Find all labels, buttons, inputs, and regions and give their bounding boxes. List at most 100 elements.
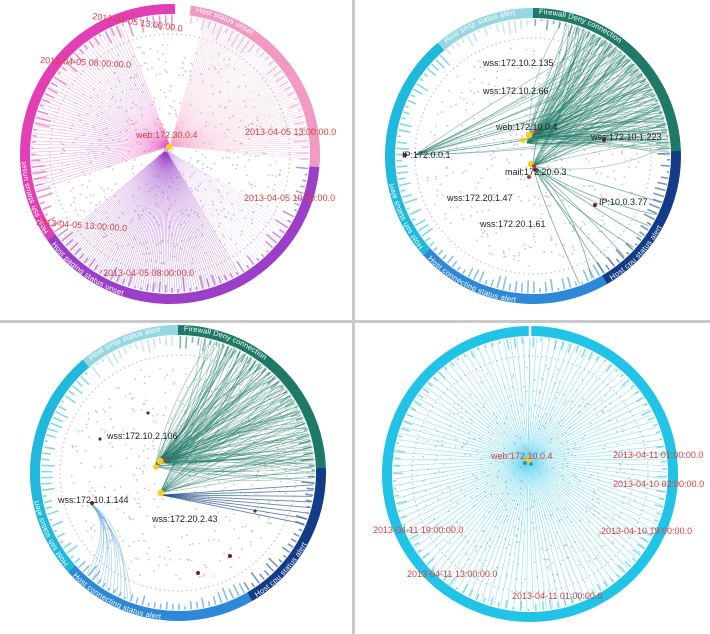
edge (527, 411, 628, 461)
node-dot (138, 502, 141, 505)
edge (32, 145, 171, 164)
node-dot (540, 547, 543, 550)
histogram-bar (582, 269, 590, 282)
histogram-bar (508, 283, 512, 292)
edge (527, 459, 554, 609)
edge (32, 145, 171, 168)
histogram-bar (476, 347, 480, 351)
node-dot (469, 162, 472, 165)
node-dot (88, 173, 91, 176)
edge (503, 340, 529, 461)
histogram-bar (421, 227, 434, 237)
node-dot (600, 160, 603, 163)
node-dot (589, 184, 592, 187)
node-dot (235, 243, 237, 246)
edge (434, 377, 529, 461)
histogram-bar (660, 164, 670, 167)
histogram-bars (40, 371, 90, 564)
node-dot (84, 449, 87, 452)
node-dot (475, 211, 478, 213)
edge (527, 459, 648, 543)
histogram-bar (96, 362, 99, 366)
edge (438, 402, 529, 461)
edge (34, 145, 171, 183)
node-dot (520, 404, 523, 407)
histogram-bar (66, 544, 78, 554)
node-dot (116, 508, 119, 510)
node-dot (472, 103, 474, 106)
edge (165, 149, 173, 292)
node-dot (601, 411, 604, 414)
histogram-bar (406, 207, 410, 210)
edge (134, 149, 167, 288)
edge (415, 459, 529, 548)
edge (165, 149, 240, 274)
node-dot (269, 199, 272, 202)
node-dot (244, 217, 246, 219)
node-dot (167, 421, 170, 424)
edge (527, 368, 616, 461)
edge (426, 420, 529, 461)
node-dot (572, 248, 575, 251)
node-dot (178, 519, 181, 522)
edge (169, 62, 274, 147)
histogram-bar (408, 208, 422, 216)
node-dot (131, 408, 134, 410)
category-arc-segment (602, 150, 681, 285)
node-dot (129, 77, 132, 80)
edge (527, 459, 567, 606)
node-dot (134, 557, 137, 560)
highlight-nodes (90, 411, 257, 575)
histogram-bar (631, 557, 637, 562)
node-dot (571, 252, 574, 255)
node-dot (133, 497, 136, 500)
histogram-bar (280, 385, 285, 389)
histogram-bar (260, 253, 265, 258)
histogram-bar (209, 339, 212, 345)
edge (106, 149, 167, 277)
edge (527, 459, 597, 593)
edge (32, 144, 171, 147)
edge (165, 149, 260, 259)
edge (424, 459, 529, 523)
node-dot (249, 540, 252, 543)
edge (414, 86, 651, 156)
edge (165, 149, 219, 284)
node-dot (520, 200, 522, 202)
node-dot (240, 233, 242, 236)
node-dot (450, 500, 452, 503)
node-dot (134, 432, 137, 434)
node-dot (547, 172, 549, 174)
edge (532, 165, 643, 238)
edge (532, 30, 585, 167)
node-dot (505, 547, 507, 549)
histogram-bar (61, 66, 67, 72)
edge (67, 149, 167, 247)
histogram-bar (632, 548, 641, 556)
highlight-node (523, 461, 527, 465)
edge (45, 93, 171, 147)
edge (125, 149, 167, 285)
node-label: 2013-04-11 01:00:00.0 (613, 450, 703, 460)
histogram-bar (442, 254, 447, 260)
edge (526, 90, 653, 144)
edge (80, 48, 171, 147)
edge (414, 118, 664, 156)
edge (527, 350, 588, 461)
node-dot (532, 53, 535, 56)
edge (493, 459, 529, 606)
node-dot (181, 67, 184, 70)
histogram-bars (596, 152, 670, 274)
edge (466, 353, 529, 461)
edge (33, 136, 171, 147)
histogram-bar (401, 117, 406, 120)
node-dot (163, 91, 166, 94)
node-dot (195, 150, 198, 153)
edge (96, 149, 167, 271)
edge (527, 459, 645, 493)
node-dot (459, 190, 462, 193)
edge (532, 128, 667, 167)
node-dot (513, 254, 516, 257)
edge (397, 459, 529, 506)
histogram-bar (519, 19, 523, 30)
